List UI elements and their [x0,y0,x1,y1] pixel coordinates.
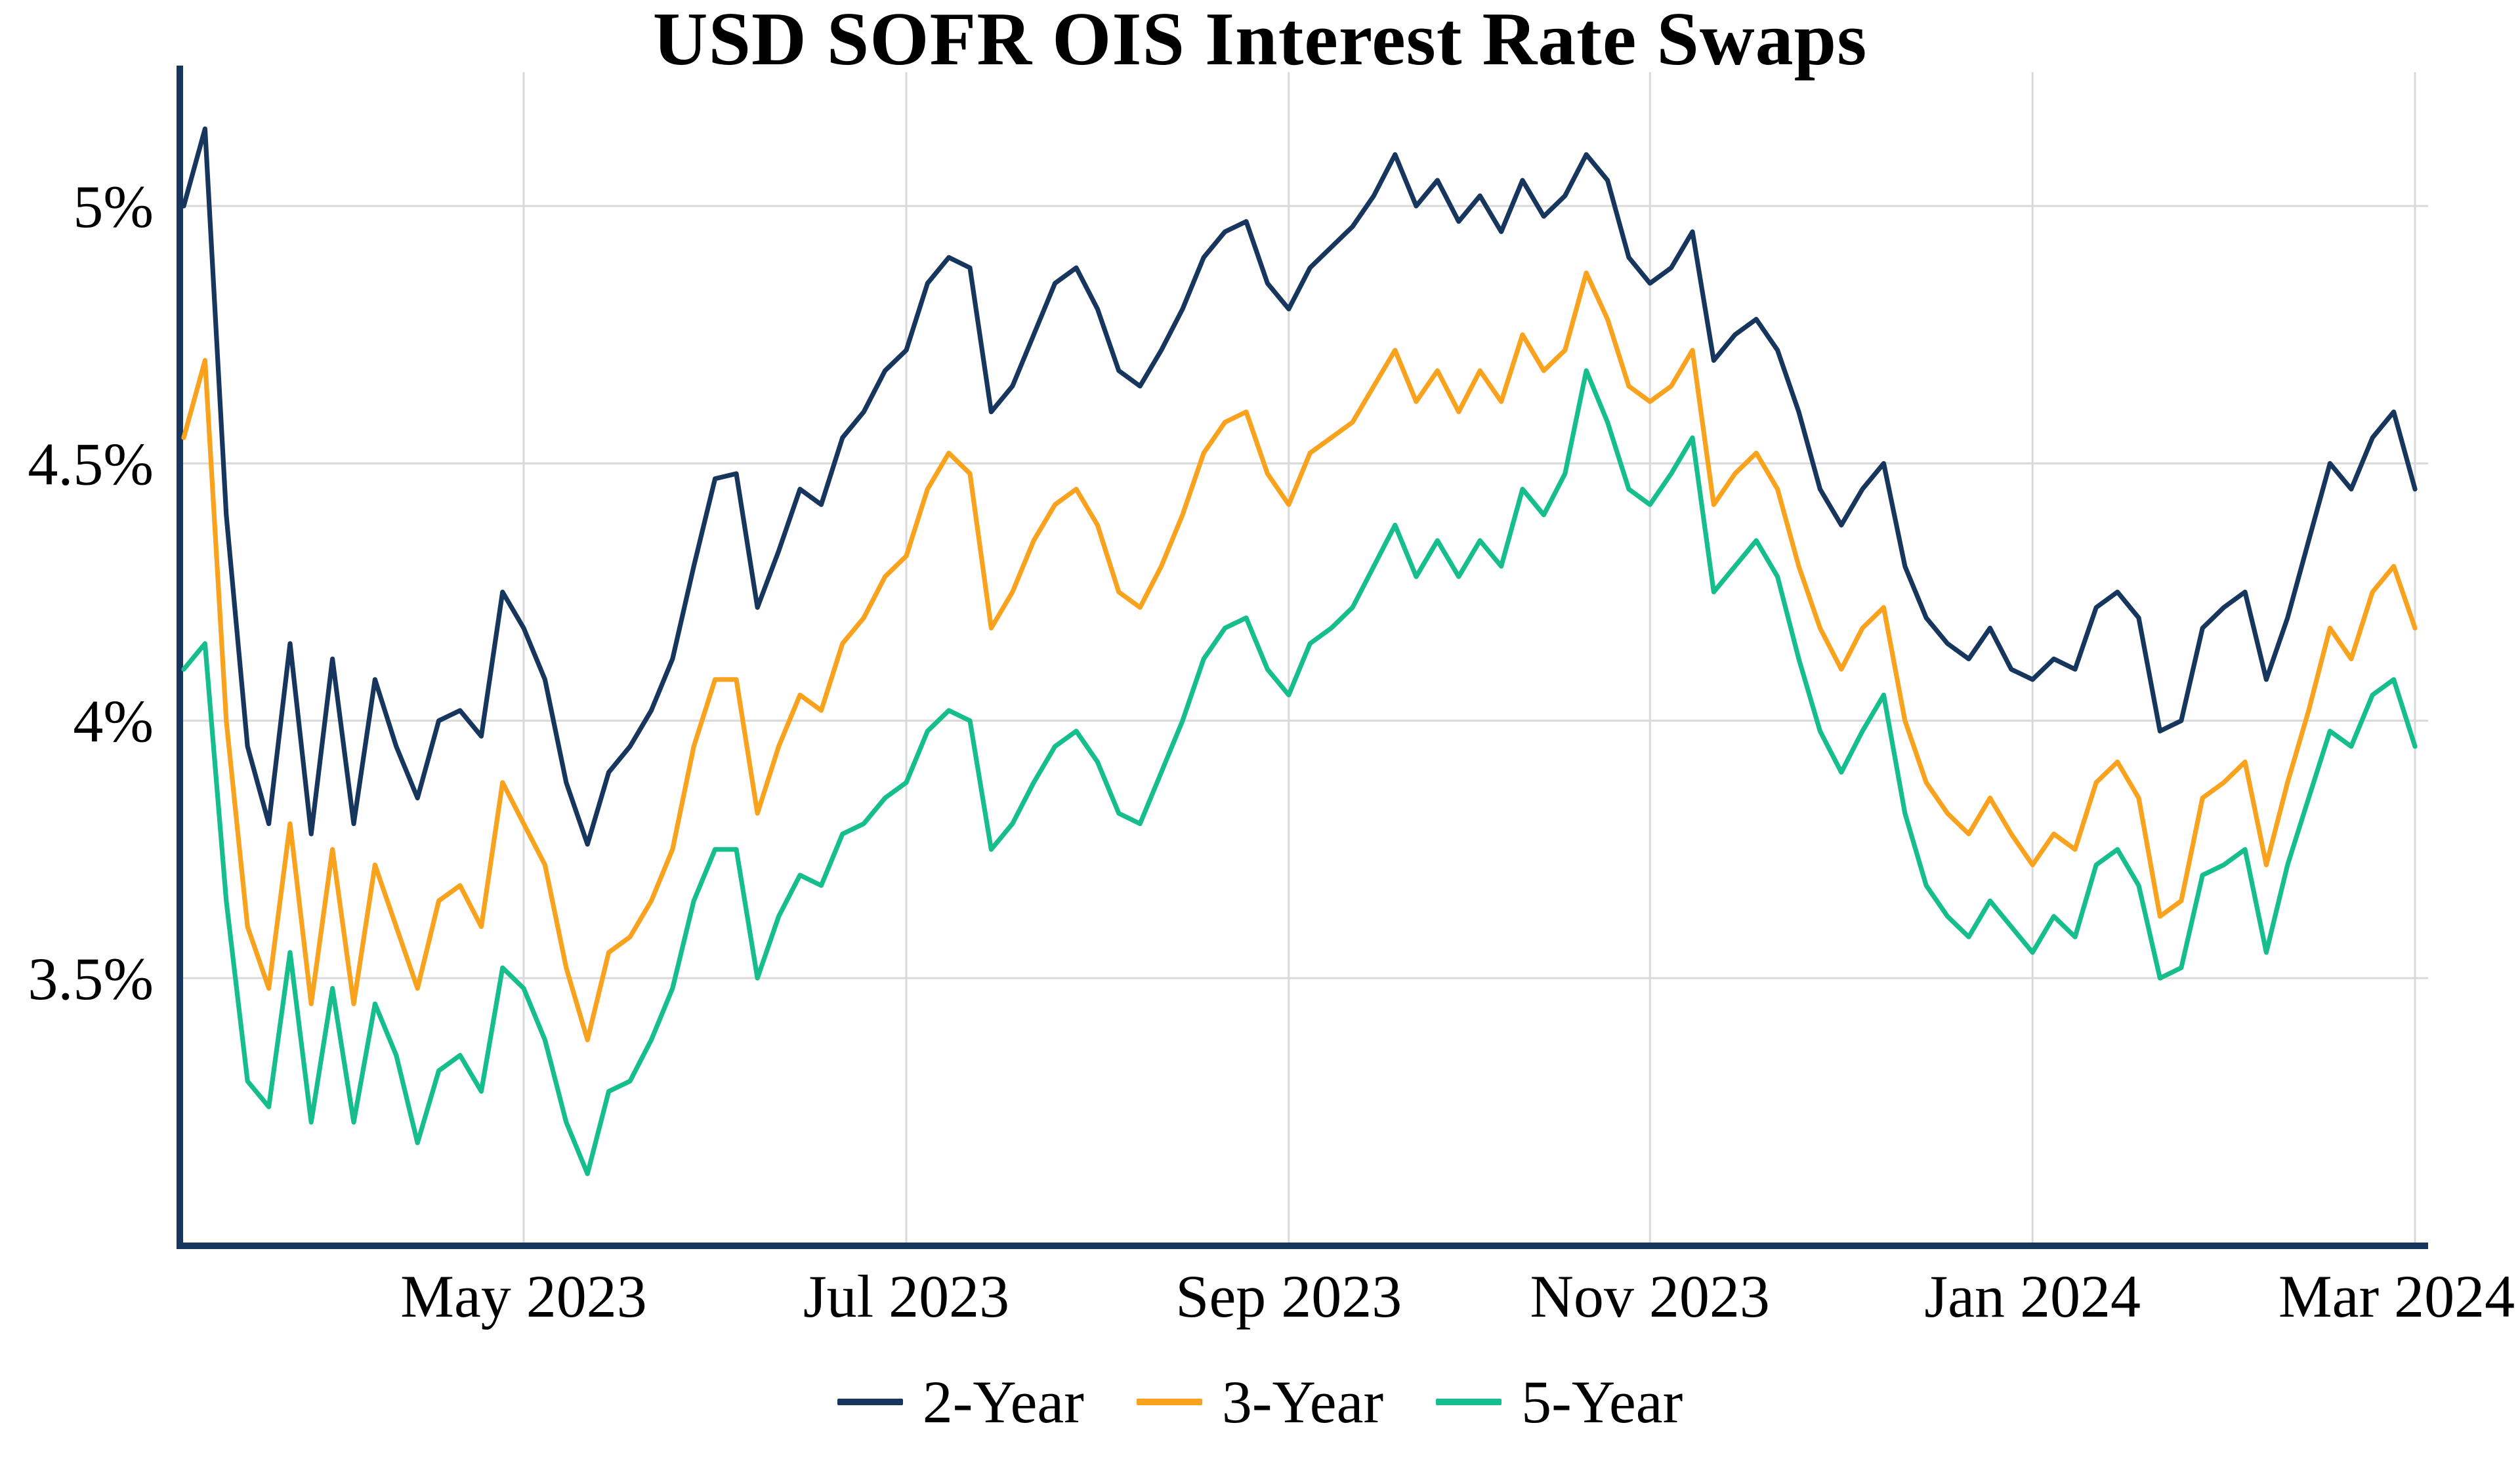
legend-item-3-year: 3-Year [1136,1367,1384,1437]
series-line-5-year [181,368,2418,1176]
x-tick-label: Jul 2023 [803,1263,1009,1330]
legend-label: 3-Year [1221,1368,1384,1435]
y-tick-label: 4% [73,688,154,755]
legend-item-2-year: 2-Year [837,1367,1084,1437]
legend-label: 2-Year [922,1368,1084,1435]
chart-title: USD SOFR OIS Interest Rate Swaps [652,0,1868,81]
chart-legend: 2-Year 3-Year 5-Year [0,1367,2520,1437]
y-tick-label: 3.5% [28,945,154,1012]
legend-item-5-year: 5-Year [1436,1367,1683,1437]
x-tick-label: Jan 2024 [1924,1263,2141,1330]
x-tick-label: Nov 2023 [1530,1263,1769,1330]
x-tick-label: May 2023 [400,1263,647,1330]
series-line-2-year [181,126,2418,847]
y-tick-label: 5% [73,173,154,240]
series-line-3-year [181,270,2418,1042]
x-tick-label: Sep 2023 [1175,1263,1402,1330]
x-tick-label: Mar 2024 [2278,1263,2515,1330]
legend-label: 5-Year [1521,1368,1683,1435]
y-tick-label: 4.5% [28,430,154,497]
legend-swatch-3-year [1136,1399,1202,1405]
legend-swatch-2-year [837,1399,903,1405]
legend-swatch-5-year [1436,1399,1502,1405]
